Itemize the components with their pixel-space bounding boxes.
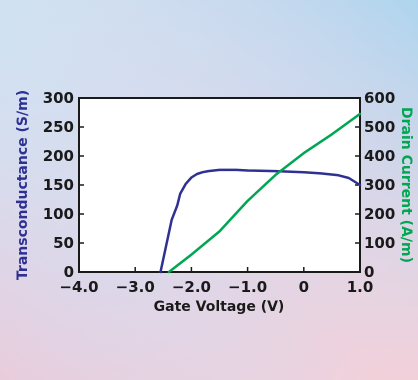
plot-area	[78, 97, 361, 273]
y-right-tick-label: 600	[364, 89, 395, 107]
x-tick-label: 0	[299, 278, 309, 296]
x-axis-title: Gate Voltage (V)	[154, 299, 285, 315]
x-axis-ticks: −4.0 −3.0 −2.0 −1.0 0 1.0	[59, 267, 373, 296]
y-left-tick-label: 200	[43, 147, 74, 165]
y-left-tick-label: 150	[43, 176, 74, 194]
drain-current-line	[167, 112, 362, 274]
y-right-tick-label: 500	[364, 118, 395, 136]
x-tick-label: −4.0	[59, 278, 98, 296]
y-left-tick-label: 50	[53, 234, 74, 252]
y-left-tick-label: 0	[64, 263, 74, 281]
y-left-axis-ticks: 0 50 100 150 200 250 300	[43, 89, 84, 281]
x-tick-label: −3.0	[116, 278, 155, 296]
y-left-tick-label: 300	[43, 89, 74, 107]
x-tick-label: 1.0	[347, 278, 374, 296]
y-right-tick-label: 200	[364, 205, 395, 223]
y-right-axis-ticks: 0 100 200 300 400 500 600	[355, 89, 395, 281]
transconductance-line	[159, 168, 362, 274]
y-left-axis-title: Transconductance (S/m)	[15, 90, 31, 280]
x-tick-label: −1.0	[228, 278, 267, 296]
x-tick-label: −2.0	[172, 278, 211, 296]
y-right-tick-label: 300	[364, 176, 395, 194]
y-left-tick-label: 250	[43, 118, 74, 136]
y-right-tick-label: 0	[364, 263, 374, 281]
y-right-axis-title: Drain Current (A/m)	[398, 107, 414, 263]
y-right-tick-label: 100	[364, 234, 395, 252]
y-right-tick-label: 400	[364, 147, 395, 165]
series-layer	[159, 112, 362, 274]
y-left-tick-label: 100	[43, 205, 74, 223]
